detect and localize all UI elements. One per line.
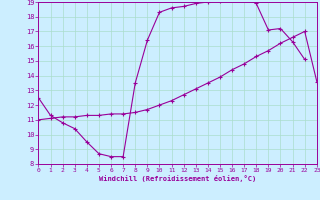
X-axis label: Windchill (Refroidissement éolien,°C): Windchill (Refroidissement éolien,°C) (99, 175, 256, 182)
